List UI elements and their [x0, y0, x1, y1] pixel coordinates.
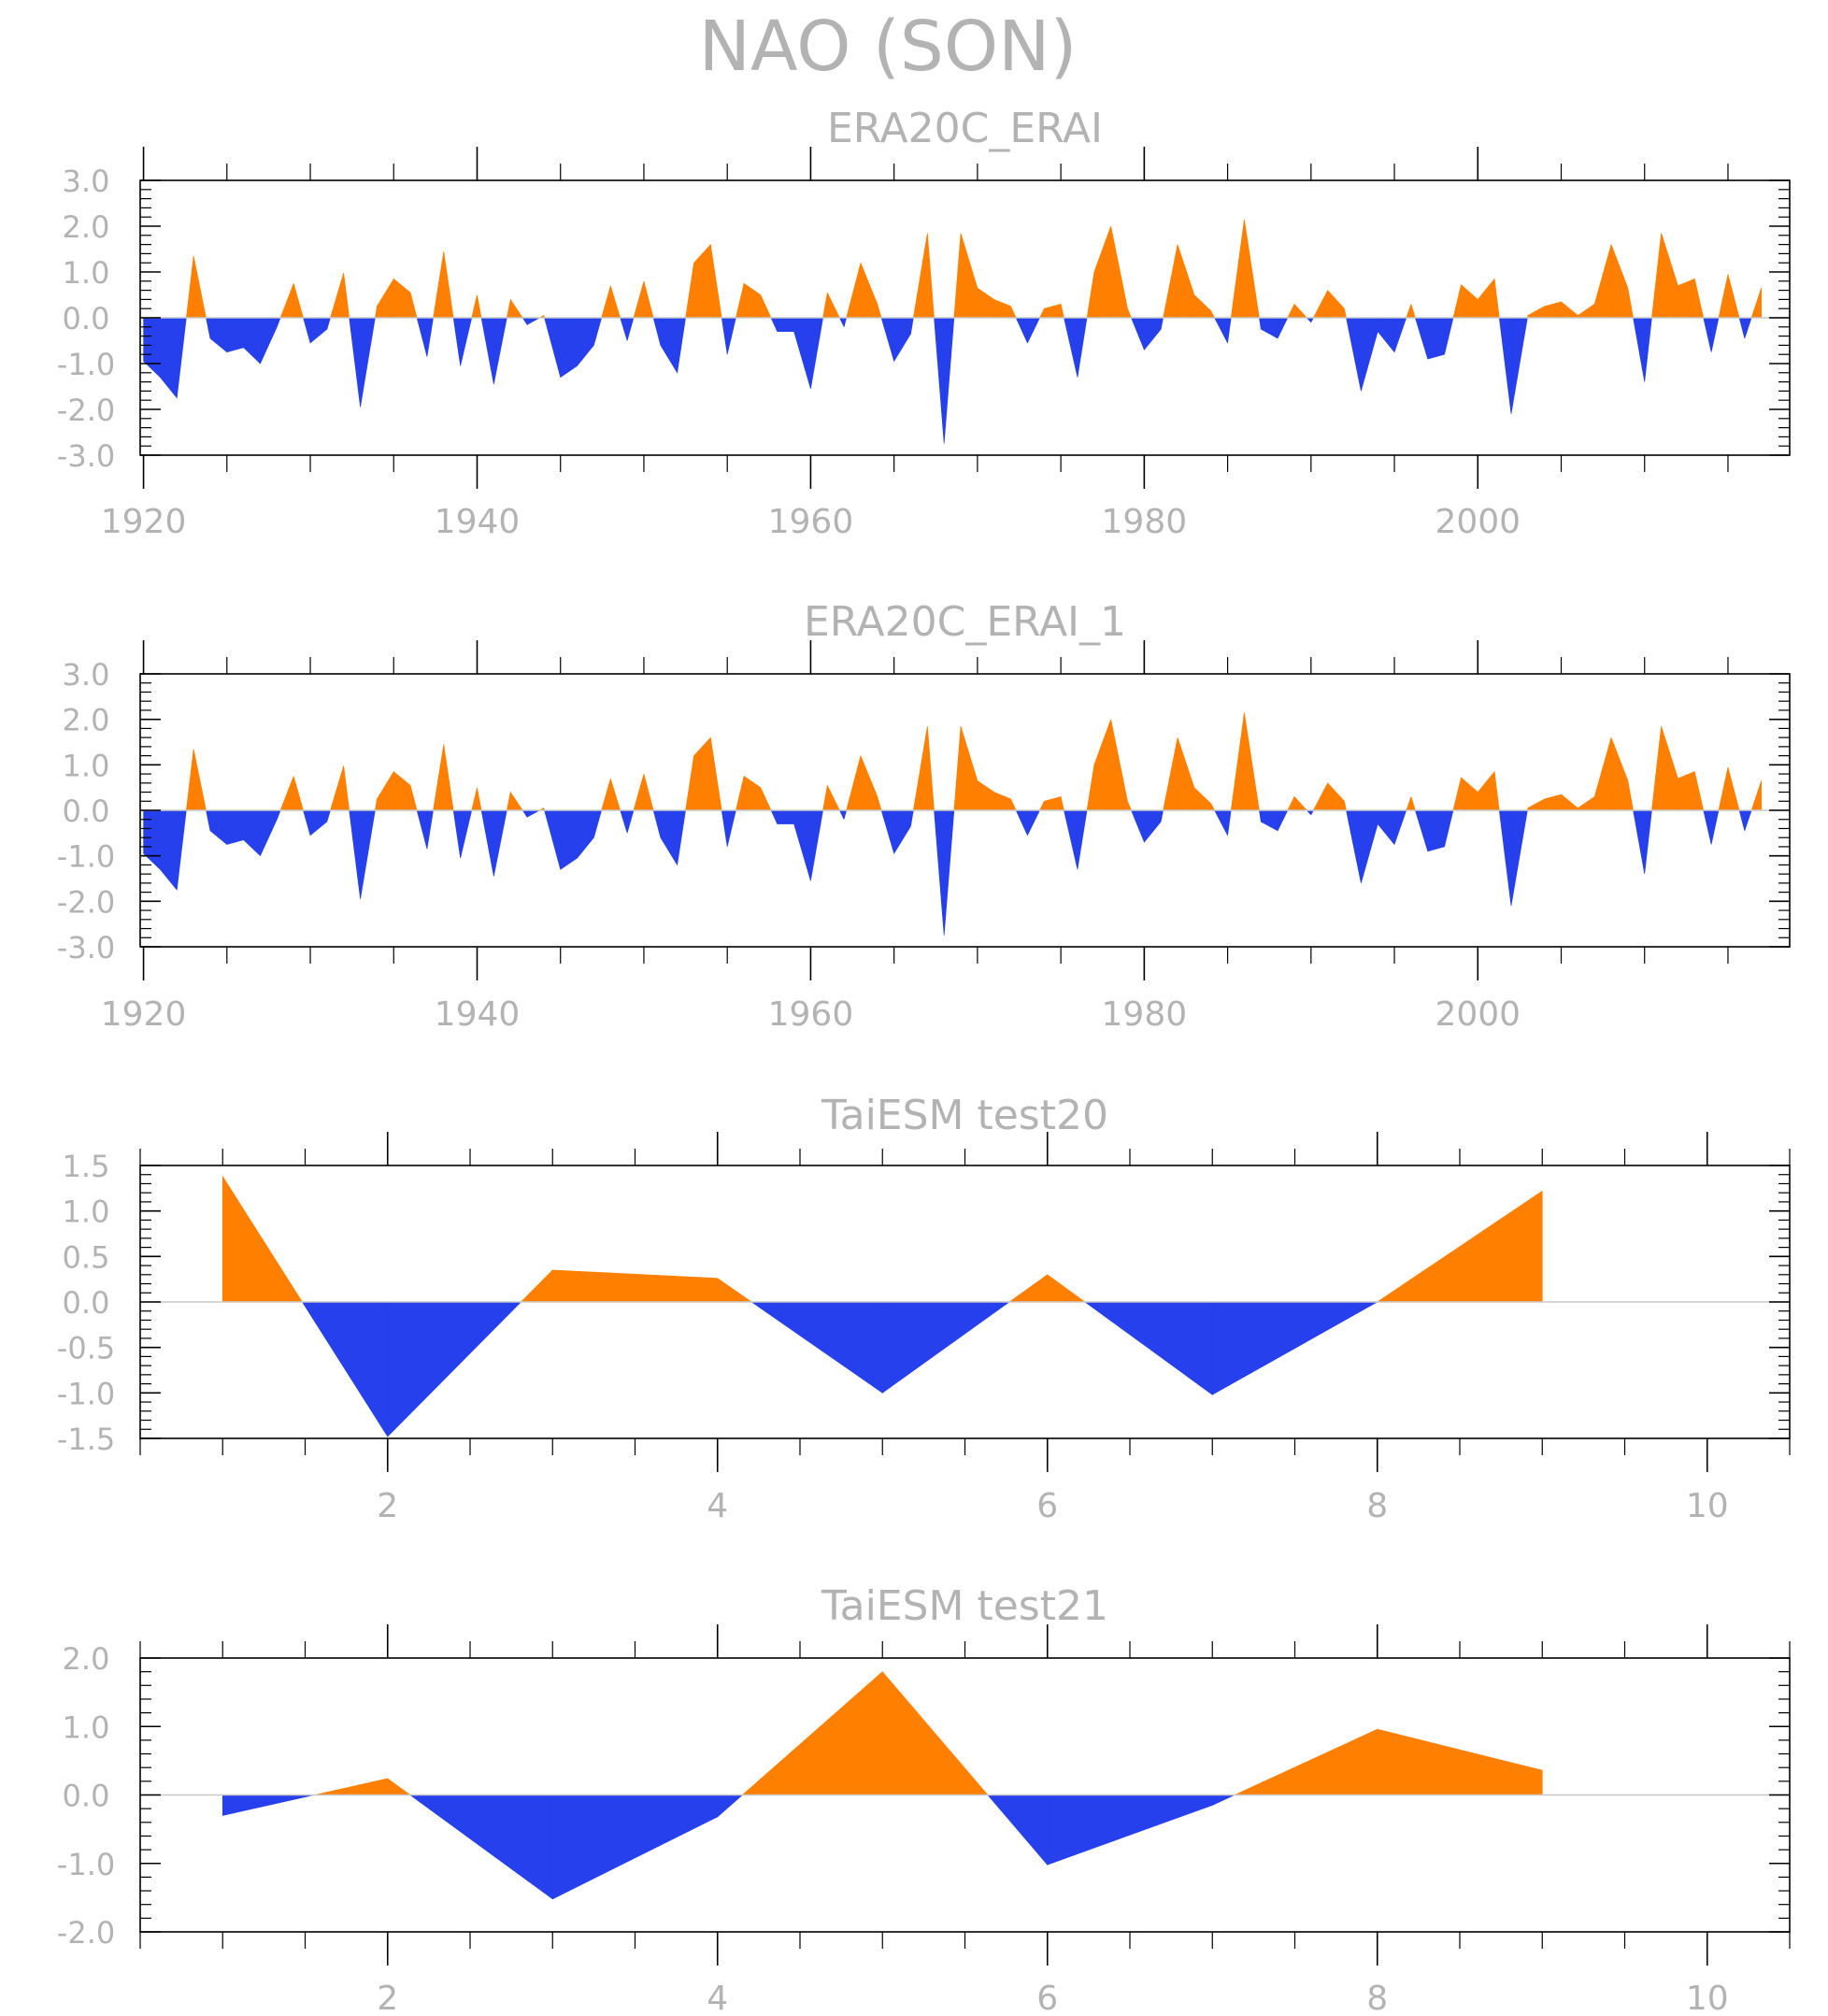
- x-tick-label: 4: [707, 1487, 728, 1525]
- y-tick-label: 1.0: [63, 748, 110, 783]
- panel-title: ERA20C_ERAI: [827, 105, 1103, 152]
- y-tick-label: 2.0: [63, 703, 110, 738]
- x-tick-label: 1940: [435, 503, 521, 541]
- positive-anomaly-area: [185, 219, 1762, 319]
- y-tick-label: -2.0: [57, 1915, 115, 1951]
- y-tick-label: 0.0: [63, 1779, 110, 1814]
- x-tick-label: 1980: [1102, 995, 1188, 1034]
- panel-era20c-erai: ERA20C_ERAI 3.0 2.0 1.0 0.0 -1.0 -2.0 -3.0 1920 1…: [57, 105, 1791, 541]
- negative-anomaly-area: [143, 809, 1752, 936]
- positive-anomaly-area: [314, 1670, 1543, 1795]
- x-tick-label: 1960: [768, 995, 854, 1034]
- x-tick-label: 4: [707, 1980, 728, 2016]
- y-tick-label: -2.0: [57, 393, 115, 428]
- y-tick-label: -1.0: [57, 1847, 115, 1882]
- plot-frame: [139, 1657, 1791, 1933]
- figure-title: NAO (SON): [699, 7, 1078, 87]
- y-tick-label: 1.0: [63, 255, 110, 291]
- y-tick-label: -1.0: [57, 1376, 115, 1411]
- x-tick-label: 2000: [1435, 995, 1521, 1034]
- plot-frame: [139, 179, 1791, 456]
- y-tick-label: -1.0: [57, 347, 115, 382]
- y-tick-label: -3.0: [57, 930, 115, 965]
- y-tick-label: 2.0: [63, 209, 110, 245]
- negative-anomaly-area: [143, 317, 1752, 444]
- panel-title: ERA20C_ERAI_1: [804, 598, 1126, 646]
- positive-anomaly-area: [185, 712, 1762, 811]
- y-tick-label: -1.0: [57, 839, 115, 875]
- panel-era20c-erai-1: ERA20C_ERAI_1 3.0 2.0 1.0 0.0 -1.0 -2.0 -3.0 192…: [57, 598, 1791, 1034]
- y-tick-label: 0.0: [63, 301, 110, 336]
- y-tick-label: 0.0: [63, 794, 110, 829]
- negative-anomaly-area: [301, 1301, 1378, 1438]
- y-tick-label: 2.0: [63, 1641, 110, 1677]
- x-tick-label: 2: [377, 1980, 398, 2016]
- x-tick-label: 1920: [101, 503, 187, 541]
- x-tick-label: 1980: [1102, 503, 1188, 541]
- x-tick-label: 6: [1036, 1980, 1058, 2016]
- y-tick-label: 0.5: [63, 1239, 110, 1275]
- panel-title: TaiESM test21: [821, 1582, 1108, 1630]
- plot-frame: [139, 673, 1791, 948]
- x-tick-label: 10: [1686, 1980, 1729, 2016]
- x-tick-label: 8: [1366, 1980, 1388, 2016]
- y-tick-label: -0.5: [57, 1331, 115, 1366]
- y-tick-label: 0.0: [63, 1285, 110, 1321]
- y-tick-label: 3.0: [63, 164, 110, 199]
- y-tick-label: 1.0: [63, 1709, 110, 1745]
- x-tick-label: 8: [1366, 1487, 1388, 1525]
- y-tick-label: -1.5: [57, 1422, 115, 1457]
- y-tick-label: -3.0: [57, 438, 115, 474]
- y-tick-label: 1.5: [63, 1149, 110, 1184]
- plot-frame: [139, 1165, 1791, 1439]
- x-tick-label: 1960: [768, 503, 854, 541]
- panel-taiesm-test21: TaiESM test21 2.0 1.0 0.0 -1.0 -2.0 2 4 6 8 10: [57, 1582, 1791, 2016]
- panel-title: TaiESM test20: [821, 1092, 1108, 1139]
- negative-anomaly-area: [221, 1794, 1235, 1900]
- x-tick-label: 1940: [435, 995, 521, 1034]
- y-tick-label: 3.0: [63, 657, 110, 693]
- x-tick-label: 2000: [1435, 503, 1521, 541]
- y-tick-label: 1.0: [63, 1194, 110, 1230]
- x-tick-label: 10: [1686, 1487, 1729, 1525]
- x-tick-label: 2: [377, 1487, 398, 1525]
- x-tick-label: 1920: [101, 995, 187, 1034]
- x-tick-label: 6: [1036, 1487, 1058, 1525]
- panel-taiesm-test20: TaiESM test20 1.5 1.0 0.5 0.0 -0.5 -1.0 -1.5 2 4 6…: [57, 1092, 1791, 1525]
- y-tick-label: -2.0: [57, 884, 115, 920]
- positive-anomaly-area: [221, 1175, 1543, 1303]
